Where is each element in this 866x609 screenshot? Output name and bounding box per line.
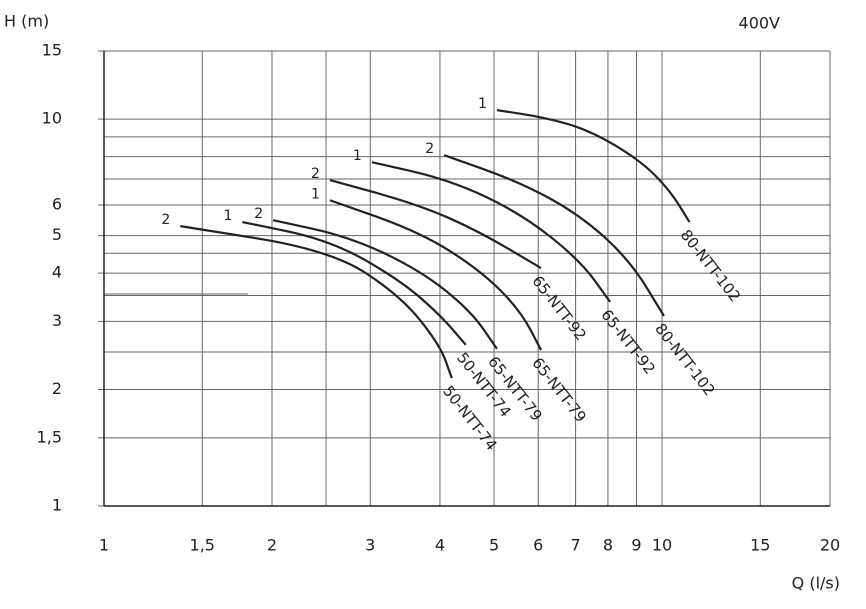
curve-name: 80-NTT-102 [677, 226, 744, 305]
x-tick-label: 2 [267, 536, 277, 555]
curve-number: 2 [254, 206, 263, 222]
curve-number: 1 [353, 148, 362, 164]
y-tick-label: 5 [52, 225, 62, 244]
y-tick-label: 15 [42, 41, 62, 60]
curve-number: 1 [478, 96, 487, 112]
x-tick-label: 10 [652, 536, 672, 555]
pump-curve [496, 109, 691, 223]
y-tick-label: 1,5 [37, 427, 62, 446]
x-tick-label: 4 [435, 536, 445, 555]
pump-curve [242, 220, 467, 346]
x-tick-label: 9 [631, 536, 641, 555]
y-tick-label: 10 [42, 109, 62, 128]
x-tick-label: 5 [489, 536, 499, 555]
x-tick-label: 6 [533, 536, 543, 555]
curve-number: 2 [311, 166, 320, 182]
curve-name: 65-NTT-92 [597, 306, 659, 378]
pump-curve [443, 154, 665, 317]
y-tick-label: 3 [52, 311, 62, 330]
y-axis-label: H (m) [4, 12, 49, 31]
y-tick-label: 4 [52, 263, 62, 282]
curve-number: 2 [425, 141, 434, 157]
y-tick-label: 6 [52, 194, 62, 213]
pump-curve [272, 219, 498, 350]
pump-curve [329, 199, 543, 351]
pump-curve [180, 225, 453, 379]
y-tick-label: 1 [52, 496, 62, 515]
curve-name: 65-NTT-92 [528, 272, 590, 344]
curve-name: 80-NTT-102 [651, 320, 718, 399]
curve-number: 1 [223, 208, 232, 224]
pump-curve [329, 178, 542, 270]
x-tick-label: 3 [365, 536, 375, 555]
x-tick-label: 1,5 [190, 536, 215, 555]
y-tick-label: 2 [52, 379, 62, 398]
x-tick-label: 1 [99, 536, 109, 555]
x-tick-label: 8 [603, 536, 613, 555]
x-tick-label: 20 [820, 536, 840, 555]
x-axis-label: Q (l/s) [792, 574, 840, 593]
annotation: 400V [739, 14, 781, 33]
curve-number: 2 [161, 212, 170, 228]
x-tick-label: 7 [570, 536, 580, 555]
x-tick-label: 15 [750, 536, 770, 555]
curve-number: 1 [311, 186, 320, 202]
pump-curve [371, 161, 611, 303]
